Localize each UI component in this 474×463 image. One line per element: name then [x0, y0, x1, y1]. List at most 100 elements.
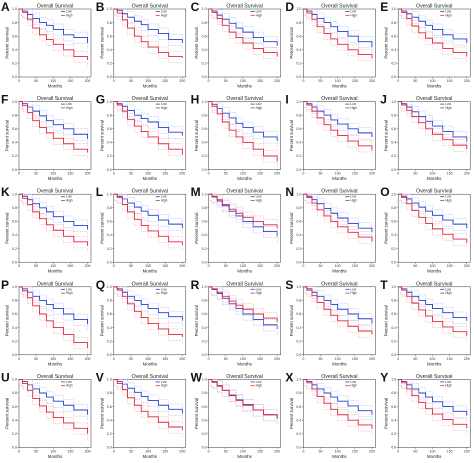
ci-lower-high — [113, 292, 183, 344]
y-axis-label: Percent survival — [99, 398, 104, 429]
y-tick-label: 0.0 — [296, 353, 301, 357]
x-tick-label: 200 — [464, 449, 470, 453]
plot-frame — [18, 379, 92, 448]
panel-letter: R — [191, 278, 200, 292]
y-tick-label: 0.6 — [296, 34, 301, 38]
y-tick-label: 0.2 — [296, 339, 301, 343]
y-tick-label: 0.8 — [107, 21, 112, 25]
y-tick-label: 0.8 — [391, 299, 396, 303]
x-tick-label: 0 — [397, 172, 399, 176]
y-axis-label: Percent survival — [194, 305, 199, 336]
x-axis-label: Months — [48, 84, 63, 89]
x-tick-label: 0 — [208, 79, 210, 83]
survival-panel-s: S Overall Survival 0.0 0.2 0.4 0.6 0.8 1.0 0 50 10… — [285, 278, 376, 366]
survival-curve-high — [113, 193, 183, 246]
x-tick-label: 200 — [179, 172, 185, 176]
y-tick-label: 0.0 — [391, 75, 396, 79]
y-tick-label: 0.2 — [296, 432, 301, 436]
y-tick-label: 0.4 — [296, 418, 301, 422]
y-tick-label: 0.4 — [296, 48, 301, 52]
x-tick-label: 150 — [352, 172, 358, 176]
y-tick-label: 1.0 — [391, 7, 396, 11]
panel-title: Overall Survival — [132, 374, 168, 380]
x-tick-label: 0 — [397, 449, 399, 453]
panel-title: Overall Survival — [416, 96, 452, 102]
y-tick-label: 1.0 — [296, 7, 301, 11]
y-tick-label: 1.0 — [202, 378, 207, 382]
y-tick-label: 0.4 — [296, 233, 301, 237]
y-tick-label: 1.0 — [202, 100, 207, 104]
ci-upper-low — [303, 8, 373, 42]
plot-frame — [397, 379, 471, 448]
y-tick-label: 0.0 — [107, 260, 112, 264]
survival-curve-high — [208, 101, 278, 162]
y-tick-label: 0.2 — [107, 432, 112, 436]
x-tick-label: 50 — [319, 79, 323, 83]
ci-lower-high — [113, 107, 183, 161]
x-tick-label: 50 — [129, 449, 133, 453]
survival-curve-low — [113, 8, 183, 43]
panel-title: Overall Survival — [226, 281, 262, 287]
x-tick-label: 50 — [413, 172, 417, 176]
survival-panel-e: E Overall Survival 0.0 0.2 0.4 0.6 0.8 1.0 0 50 10… — [380, 0, 471, 89]
survival-panel-n: N Overall Survival 0.0 0.2 0.4 0.6 0.8 1.0 0 50 10… — [285, 185, 376, 274]
y-tick-label: 0.8 — [107, 391, 112, 395]
legend-entry: High — [161, 13, 168, 17]
plot-frame — [303, 286, 376, 356]
ci-lower-high — [303, 292, 373, 341]
y-tick-label: 0.6 — [12, 405, 17, 409]
y-axis-label: Percent survival — [99, 27, 104, 58]
x-tick-label: 100 — [429, 264, 435, 268]
ci-upper-low — [19, 101, 88, 134]
x-tick-label: 50 — [129, 172, 133, 176]
y-tick-label: 0.0 — [202, 353, 207, 357]
survival-panel-t: T Overall Survival 0.0 0.2 0.4 0.6 0.8 1.0 0 50 10… — [380, 278, 471, 366]
x-tick-label: 100 — [429, 357, 435, 361]
x-tick-label: 150 — [67, 449, 73, 453]
y-axis-label: Percent survival — [194, 213, 199, 244]
plot-frame — [208, 286, 281, 356]
y-tick-label: 0.0 — [391, 260, 396, 264]
x-tick-label: 200 — [369, 449, 375, 453]
ci-upper-low — [398, 379, 468, 410]
y-tick-label: 0.4 — [296, 326, 301, 330]
x-axis-label: Months — [427, 361, 442, 366]
x-tick-label: 200 — [179, 449, 185, 453]
y-tick-label: 0.4 — [391, 326, 396, 330]
y-tick-label: 0.0 — [107, 353, 112, 357]
survival-curve-high — [303, 378, 373, 430]
y-tick-label: 0.2 — [391, 339, 396, 343]
ci-lower-high — [303, 107, 373, 157]
x-tick-label: 50 — [129, 357, 133, 361]
x-axis-label: Months — [48, 269, 63, 274]
y-tick-label: 0.0 — [12, 168, 17, 172]
ci-upper-low — [113, 286, 183, 316]
y-tick-label: 0.2 — [296, 62, 301, 66]
panel-letter: H — [191, 93, 200, 107]
y-tick-label: 0.8 — [296, 113, 301, 117]
panel-title: Overall Survival — [226, 374, 262, 380]
survival-panel-m: M Overall Survival 0.0 0.2 0.4 0.6 0.8 1.0 0 50 10… — [191, 185, 281, 274]
legend-entry: Low — [350, 102, 357, 106]
ci-upper-high — [398, 379, 468, 423]
panel-letter: X — [285, 370, 293, 384]
x-tick-label: 50 — [413, 449, 417, 453]
panel-letter: P — [1, 278, 9, 292]
panel-title: Overall Survival — [416, 4, 452, 10]
panel-title: Overall Survival — [37, 189, 73, 195]
panel-letter: W — [191, 370, 203, 384]
survival-curve-high — [113, 101, 183, 155]
y-tick-label: 0.2 — [107, 247, 112, 251]
legend-entry: High — [445, 106, 452, 110]
panel-letter: B — [96, 0, 105, 14]
legend-entry: High — [66, 13, 73, 17]
y-tick-label: 0.6 — [12, 34, 17, 38]
survival-panel-h: H Overall Survival 0.0 0.2 0.4 0.6 0.8 1.0 0 50 10… — [191, 93, 281, 181]
y-tick-label: 0.4 — [107, 48, 112, 52]
legend-entry: High — [256, 199, 263, 203]
y-axis-label: Percent survival — [99, 213, 104, 244]
y-axis-label: Percent survival — [384, 398, 389, 429]
